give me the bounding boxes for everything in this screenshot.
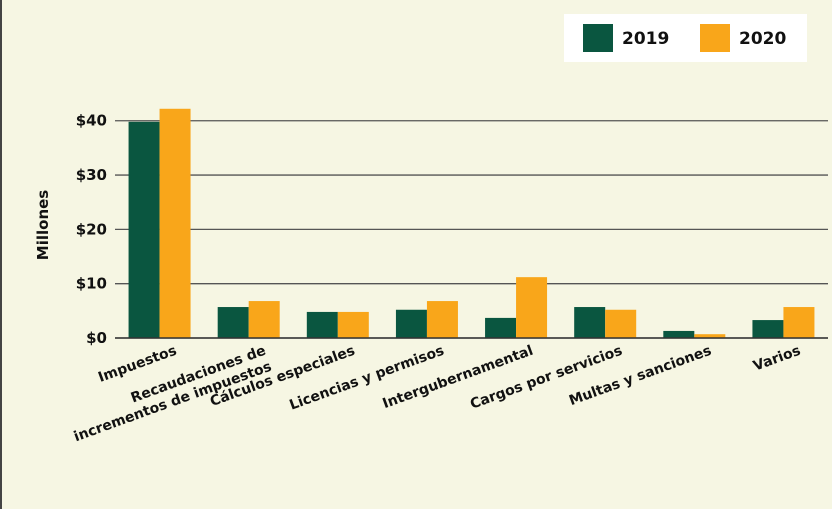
x-tick-label: Cargos por servicios xyxy=(468,343,624,413)
y-tick-label: $20 xyxy=(76,220,107,238)
bar xyxy=(783,307,815,338)
bar xyxy=(752,320,784,338)
bar xyxy=(426,301,458,338)
bar xyxy=(485,317,517,338)
bar xyxy=(248,301,280,338)
bar xyxy=(128,121,160,339)
bar xyxy=(516,277,548,338)
bar xyxy=(694,334,726,338)
legend-label: 2019 xyxy=(622,29,669,49)
bar xyxy=(159,108,191,338)
x-tick-label: Licencias y permisos xyxy=(287,343,446,414)
legend-label: 2020 xyxy=(739,29,786,49)
x-tick-label: Varios xyxy=(751,343,803,375)
legend-swatch xyxy=(700,24,730,52)
bar xyxy=(306,311,338,338)
y-tick-label: $30 xyxy=(76,166,107,184)
bar xyxy=(217,307,249,338)
bar xyxy=(663,330,695,338)
bar xyxy=(395,309,427,338)
bar xyxy=(605,309,637,338)
bar xyxy=(337,311,369,338)
y-axis-label: Millones xyxy=(34,190,52,261)
legend-swatch xyxy=(583,24,613,52)
x-tick-label: Intergubernamental xyxy=(380,343,535,412)
y-tick-label: $10 xyxy=(76,275,107,293)
y-tick-label: $40 xyxy=(76,112,107,130)
y-tick-label: $0 xyxy=(86,329,107,347)
bar xyxy=(574,307,606,338)
